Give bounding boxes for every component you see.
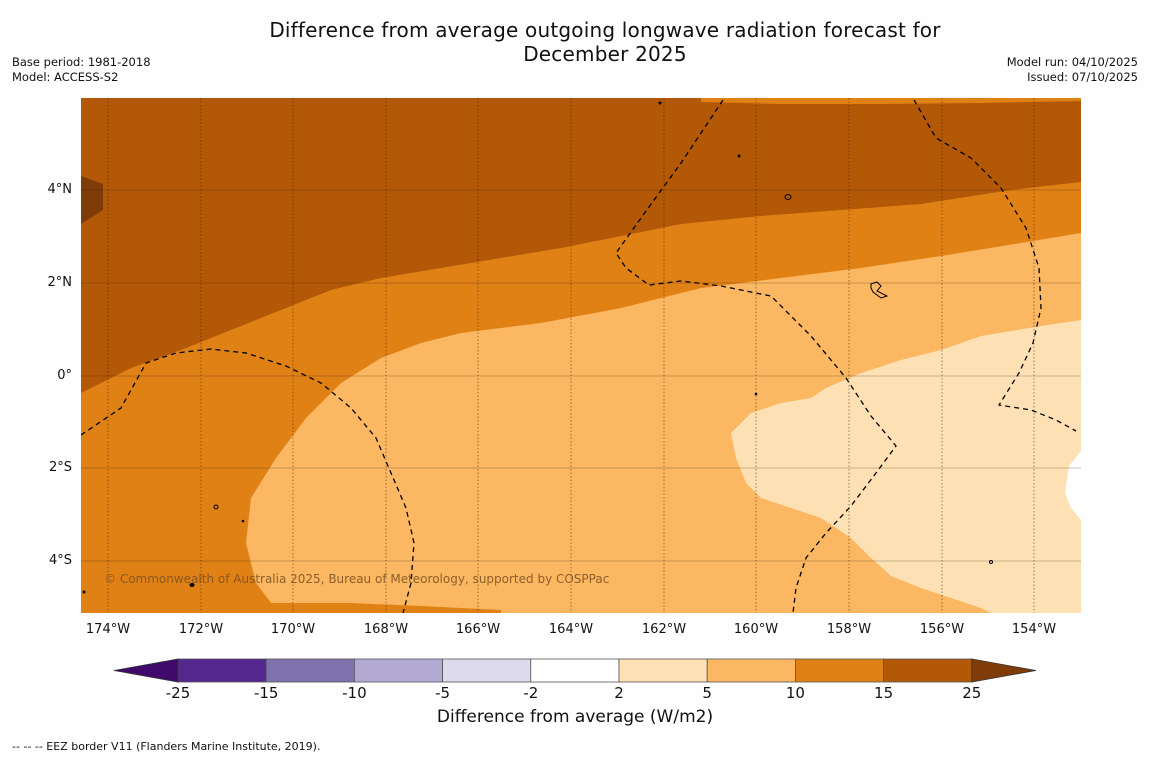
title-line-2: December 2025 — [523, 42, 687, 66]
lon-tick-164w: 164°W — [548, 622, 594, 637]
colorbar-extend-high — [971, 658, 1037, 683]
colorbar-tick-label: 2 — [614, 684, 624, 702]
lon-tick-162w: 162°W — [641, 622, 687, 637]
region-neg2-2 — [1065, 451, 1081, 520]
colorbar-tick-label: 10 — [785, 684, 805, 702]
colorbar-tick-label: 5 — [702, 684, 712, 702]
lat-tick-2s: 2°S — [48, 460, 72, 475]
colorbar-tick-label: -15 — [253, 684, 279, 702]
colorbar-tick-label: -10 — [342, 684, 367, 702]
lon-tick-156w: 156°W — [919, 622, 965, 637]
colorbar-tick-label: 15 — [874, 684, 894, 702]
colorbar-segment — [353, 658, 443, 683]
lon-tick-170w: 170°W — [270, 622, 316, 637]
colorbar-label: Difference from average (W/m2) — [436, 707, 714, 727]
meta-right: Model run: 04/10/2025 Issued: 07/10/2025 — [1007, 55, 1138, 85]
colorbar — [113, 658, 1037, 683]
colorbar-segment — [618, 658, 708, 683]
colorbar-tick-label: 25 — [962, 684, 982, 702]
region-top-strip — [701, 98, 1081, 104]
title-line-1: Difference from average outgoing longwav… — [269, 18, 941, 42]
graticule — [81, 189, 1081, 562]
lon-tick-154w: 154°W — [1011, 622, 1057, 637]
region-15-25 — [81, 98, 1081, 393]
lon-tick-174w: 174°W — [85, 622, 131, 637]
lat-tick-2n: 2°N — [47, 275, 73, 290]
model-name: Model: ACCESS-S2 — [12, 70, 119, 84]
colorbar-tick-label: -2 — [523, 684, 539, 702]
colorbar-extend-low — [113, 658, 179, 683]
colorbar-segment — [795, 658, 885, 683]
lat-tick-0: 0° — [57, 368, 72, 383]
lon-tick-166w: 166°W — [455, 622, 501, 637]
copyright-notice: © Commonwealth of Australia 2025, Bureau… — [104, 572, 610, 586]
colorbar-segment — [442, 658, 532, 683]
meta-left: Base period: 1981-2018 Model: ACCESS-S2 — [12, 55, 151, 85]
chart-title: Difference from average outgoing longwav… — [230, 18, 980, 66]
lon-tick-158w: 158°W — [826, 622, 872, 637]
colorbar-segment — [883, 658, 973, 683]
lon-tick-168w: 168°W — [363, 622, 409, 637]
issued-date: Issued: 07/10/2025 — [1027, 70, 1138, 84]
colorbar-segment — [265, 658, 355, 683]
map-panel — [81, 98, 1081, 613]
colorbar-tick-label: -25 — [165, 684, 191, 702]
colorbar-segment — [530, 658, 620, 683]
base-period: Base period: 1981-2018 — [12, 55, 151, 69]
colorbar-segment — [177, 658, 267, 683]
colorbar-segment — [706, 658, 796, 683]
region-above-25 — [81, 176, 103, 224]
model-run: Model run: 04/10/2025 — [1006, 55, 1138, 69]
lat-tick-4n: 4°N — [47, 182, 73, 197]
colorbar-tick-label: -5 — [435, 684, 451, 702]
region-2-5 — [731, 320, 1081, 613]
eez-footnote: -- -- -- EEZ border V11 (Flanders Marine… — [12, 740, 321, 753]
eez-borders — [81, 99, 1077, 613]
islands — [82, 101, 993, 594]
lat-tick-4s: 4°S — [48, 553, 72, 568]
lon-tick-160w: 160°W — [733, 622, 779, 637]
lon-tick-172w: 172°W — [178, 622, 224, 637]
